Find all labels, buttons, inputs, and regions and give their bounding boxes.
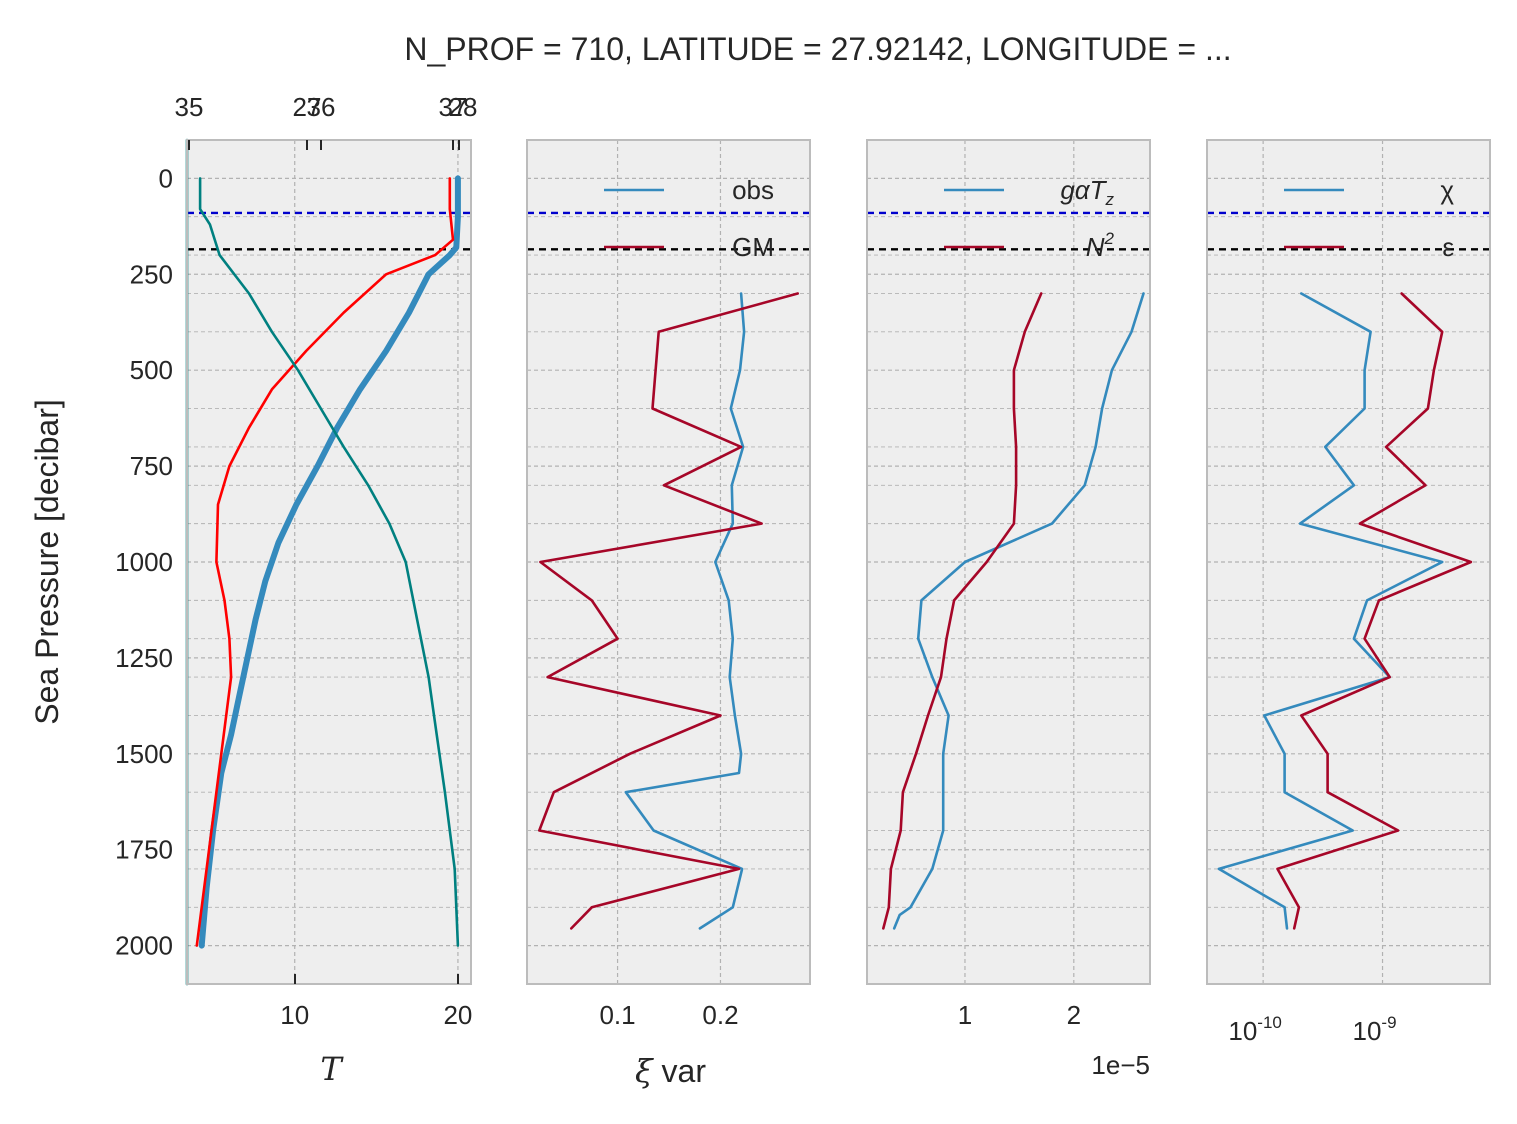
plot-frame [186,139,472,985]
x-tick-label: 1 [958,1000,972,1030]
y-tick-label: 1000 [115,547,173,577]
top-tick-label: 27 [293,92,322,122]
figure-title: N_PROF = 710, LATITUDE = 27.92142, LONGI… [404,31,1231,67]
legend-label: GM [732,232,774,262]
panel-4: 10-10 10-9 χε [1206,139,1491,1046]
series-obs [624,292,746,930]
legend-label: ε [1442,232,1454,262]
panel-2: 0.1 0.2 obs GM [526,139,811,1030]
panel-1: 10 20 [185,138,472,1030]
y-tick-label: 0 [159,163,173,193]
x-tick-label: 2 [1067,1000,1081,1030]
x-tick-label: 10 [280,1000,309,1030]
series-temperature [198,175,461,949]
series-χ [1217,292,1444,930]
y-tick-label: 1750 [115,835,173,865]
y-tick-label: 500 [130,355,173,385]
plot-frame [526,139,811,985]
y-tick-label: 1250 [115,643,173,673]
top-tick-label: 28 [449,92,478,122]
x-axis-label: ξ var [635,1052,706,1090]
series-GM [537,292,800,930]
top-tick-label: 36 [307,92,336,122]
x-tick-label: 0.2 [702,1000,738,1030]
y-tick-label: 1500 [115,739,173,769]
x-axis-label: T [320,1050,344,1088]
series-density [198,177,460,947]
x-tick-label: 0.1 [599,1000,635,1030]
y-tick-label: 2000 [115,931,173,961]
legend-label: χ [1440,175,1454,205]
axis-offset-text: 1e−5 [1091,1050,1150,1080]
legend-label: obs [732,175,774,205]
y-tick-label: 750 [130,451,173,481]
series-salinity [195,177,455,947]
plot-frame [866,139,1151,985]
series-N2 [881,292,1043,930]
series-g-alpha-Tz [892,292,1145,930]
y-tick-label: 250 [130,259,173,289]
top-tick-label: 37 [439,92,468,122]
x-tick-label: 10-9 [1353,1013,1397,1046]
x-tick-label: 10-10 [1228,1013,1282,1046]
plot-frame [1206,139,1491,985]
y-axis-label: Sea Pressure [decibar] [29,399,65,725]
x-tick-label: 20 [443,1000,472,1030]
series-ε [1276,292,1473,930]
legend-label: gαTz [1060,175,1114,209]
top-tick-label: 35 [175,92,204,122]
